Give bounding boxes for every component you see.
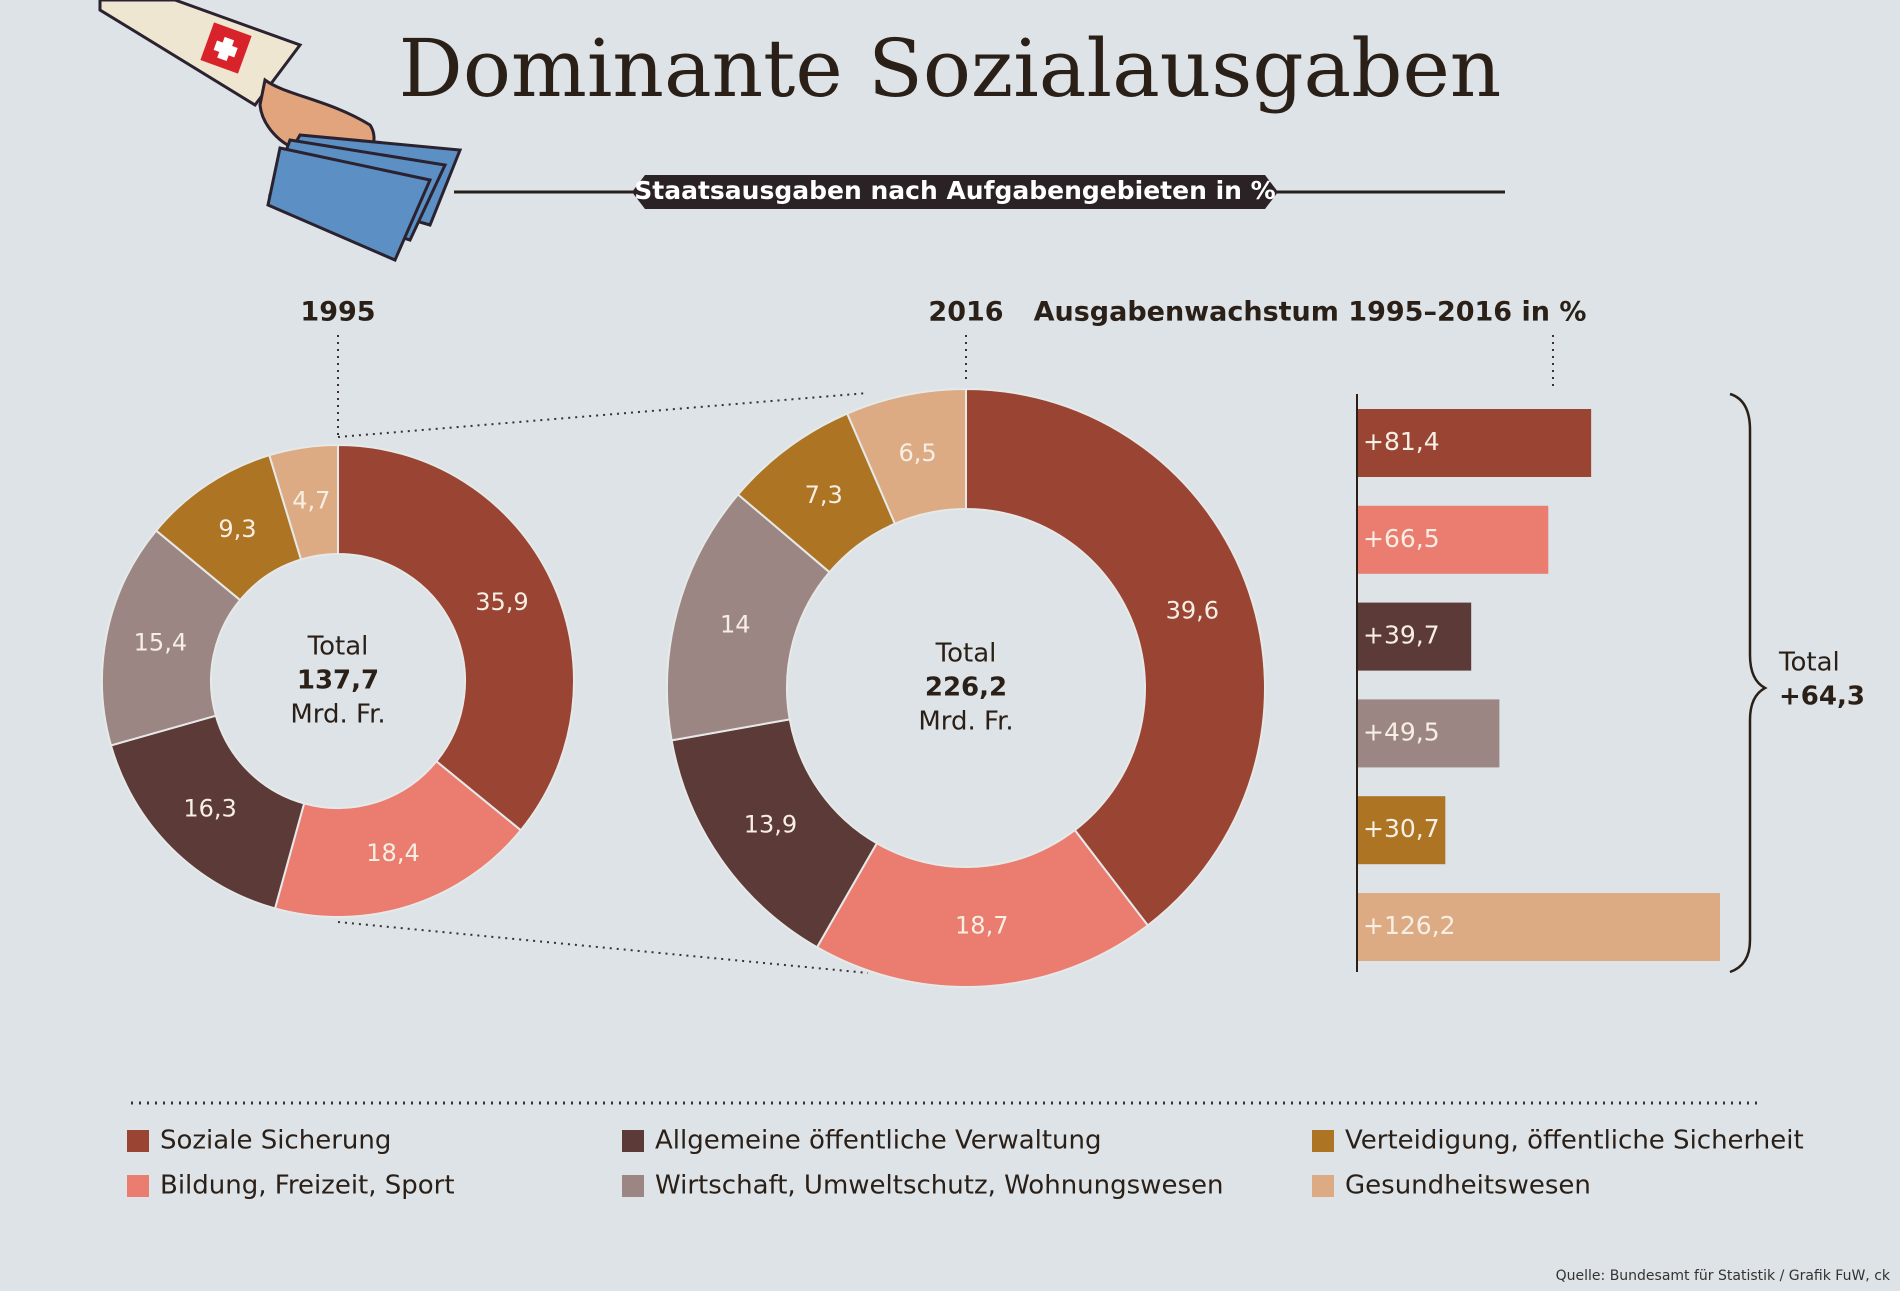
bracket <box>1729 392 1768 974</box>
source: Quelle: Bundesamt für Statistik / Grafik… <box>1556 1268 1891 1284</box>
value-label: 9,3 <box>218 515 256 543</box>
value-label: +126,2 <box>1363 911 1456 940</box>
legend-swatch <box>622 1130 644 1152</box>
flag-cross <box>213 40 238 58</box>
total-value: +64,3 <box>1779 682 1865 712</box>
bar <box>1357 699 1500 768</box>
bar <box>1357 602 1472 671</box>
legend-swatch <box>622 1175 644 1197</box>
connector <box>337 921 869 974</box>
legend-label: Gesundheitswesen <box>1345 1171 1591 1201</box>
total-title: Total <box>1778 648 1840 678</box>
bar <box>1357 505 1549 574</box>
bar <box>1357 796 1446 865</box>
subtitle-band <box>632 175 1278 209</box>
legend-swatch <box>1312 1175 1334 1197</box>
value-label: 18,7 <box>955 911 1008 939</box>
total-title: Total <box>307 632 369 662</box>
total-value: 226,2 <box>925 673 1007 703</box>
bar <box>1357 409 1592 477</box>
subtitle: Staatsausgaben nach Aufgabengebieten in … <box>634 176 1275 205</box>
donut-segment <box>845 387 967 526</box>
value-label: 14 <box>720 611 751 639</box>
bar-title: Ausgabenwachstum 1995–2016 in % <box>1034 297 1587 328</box>
value-label: +66,5 <box>1363 524 1440 553</box>
value-label: 13,9 <box>744 810 797 838</box>
donut-segment <box>109 714 306 910</box>
donut-segment <box>273 759 523 918</box>
value-label: 4,7 <box>292 486 330 514</box>
value-label: +39,7 <box>1363 621 1440 650</box>
legend-swatch <box>127 1130 149 1152</box>
value-label: 18,4 <box>366 839 419 867</box>
legend-label: Verteidigung, öffentliche Sicherheit <box>1345 1126 1804 1156</box>
total-unit: Mrd. Fr. <box>290 700 385 730</box>
sleeve <box>98 0 303 107</box>
legend-label: Wirtschaft, Umweltschutz, Wohnungswesen <box>655 1171 1223 1201</box>
value-label: 15,4 <box>134 629 187 657</box>
bar <box>1357 893 1720 961</box>
value-label: 7,3 <box>805 481 843 509</box>
value-label: +30,7 <box>1363 814 1440 843</box>
total-title: Total <box>935 639 997 669</box>
donut-segment <box>815 828 1150 988</box>
value-label: 35,9 <box>475 588 528 616</box>
legend-label: Bildung, Freizeit, Sport <box>160 1171 455 1201</box>
donut-title: 2016 <box>928 297 1003 328</box>
note <box>266 146 433 262</box>
donut-title: 1995 <box>300 297 375 328</box>
donut-segment <box>268 443 339 561</box>
legend-swatch <box>127 1175 149 1197</box>
legend-label: Allgemeine öffentliche Verwaltung <box>655 1126 1102 1156</box>
value-label: 6,5 <box>898 439 936 467</box>
donut-segment <box>337 443 575 832</box>
donut-segment <box>965 387 1266 927</box>
hand-illustration <box>98 0 463 262</box>
total-unit: Mrd. Fr. <box>918 707 1013 737</box>
legend-swatch <box>1312 1130 1334 1152</box>
value-label: +49,5 <box>1363 717 1440 746</box>
value-label: +81,4 <box>1363 427 1440 456</box>
legend-label: Soziale Sicherung <box>160 1126 391 1156</box>
title: Dominante Sozialausgaben <box>399 22 1502 115</box>
value-label: 16,3 <box>183 795 236 823</box>
total-value: 137,7 <box>297 666 379 696</box>
value-label: 39,6 <box>1166 596 1219 624</box>
